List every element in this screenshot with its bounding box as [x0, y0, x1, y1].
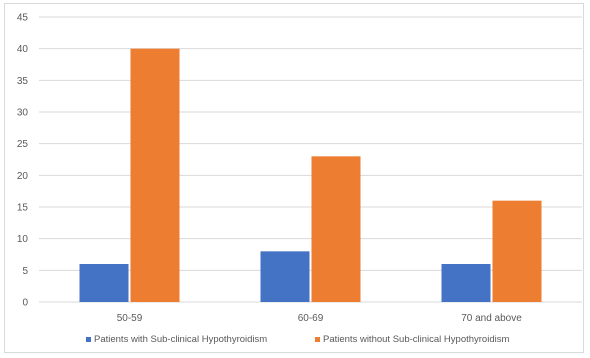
y-tick-label: 40	[17, 44, 29, 55]
legend-label-series-2: Patients without Sub-clinical Hypothyroi…	[323, 334, 509, 345]
y-tick-label: 0	[22, 298, 28, 309]
y-tick-label: 25	[17, 139, 29, 150]
y-tick-label: 5	[22, 266, 28, 277]
bar-series-1-60-69	[260, 251, 310, 302]
x-axis-category-labels: 50-59 60-69 70 and above	[117, 313, 523, 324]
x-category-label: 60-69	[298, 313, 324, 324]
bar-series-2-50-59	[130, 48, 180, 302]
legend-swatch-series-2	[315, 337, 320, 342]
x-category-label: 50-59	[117, 313, 143, 324]
bar-series-1-70-and-above	[441, 264, 491, 302]
y-tick-label: 15	[17, 203, 29, 214]
y-axis-tick-labels: 0 5 10 15 20 25 30 35 40 45	[17, 13, 29, 309]
gridlines	[39, 16, 582, 303]
bars	[79, 48, 542, 302]
bar-series-1-50-59	[79, 264, 129, 302]
legend: Patients with Sub-clinical Hypothyroidis…	[86, 334, 509, 345]
y-tick-label: 45	[17, 13, 29, 24]
y-tick-label: 35	[17, 76, 29, 87]
legend-entry-series-1: Patients with Sub-clinical Hypothyroidis…	[86, 334, 267, 345]
x-category-label: 70 and above	[461, 313, 522, 324]
legend-entry-series-2: Patients without Sub-clinical Hypothyroi…	[315, 334, 509, 345]
bar-series-2-70-and-above	[492, 200, 542, 302]
y-tick-label: 10	[17, 234, 29, 245]
legend-swatch-series-1	[86, 337, 91, 342]
y-tick-label: 20	[17, 171, 29, 182]
legend-label-series-1: Patients with Sub-clinical Hypothyroidis…	[94, 334, 267, 345]
bar-series-2-60-69	[311, 156, 361, 302]
y-tick-label: 30	[17, 108, 29, 119]
